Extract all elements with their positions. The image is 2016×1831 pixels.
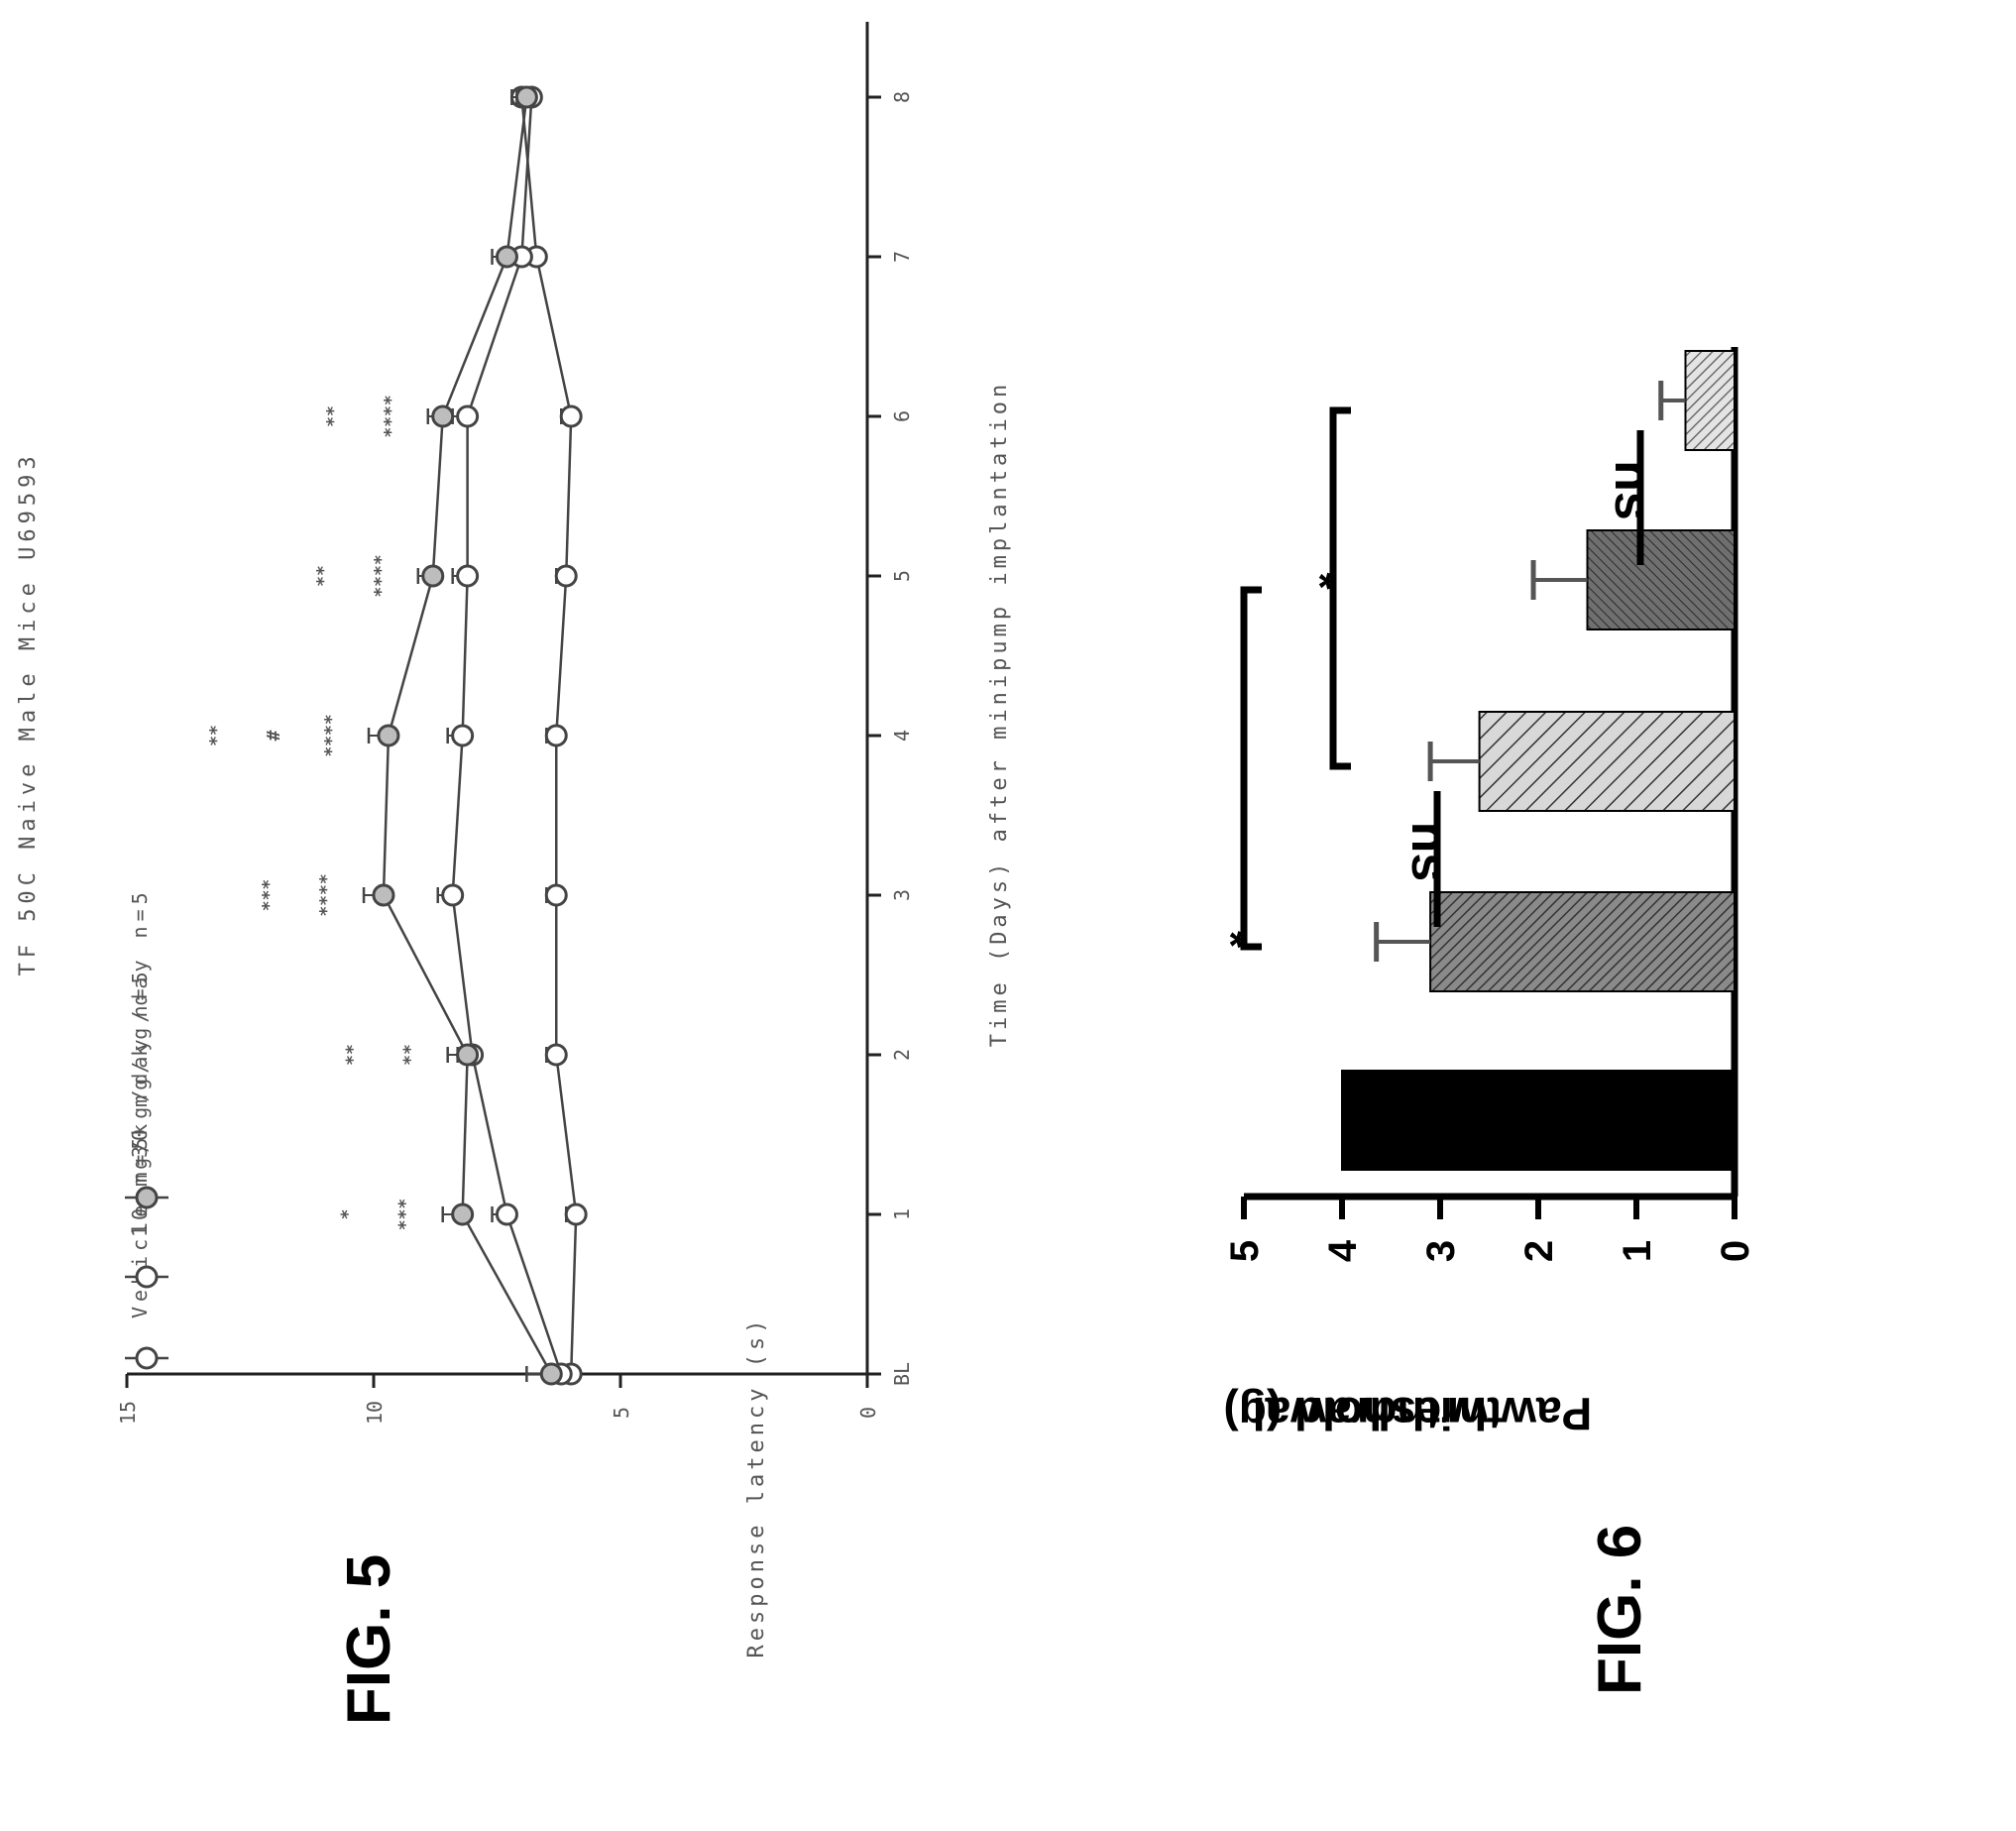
- fig6-significance-label: *: [1206, 931, 1255, 949]
- fig5-point: [451, 1202, 475, 1226]
- fig6-y-tick-label: 2: [1517, 1240, 1561, 1262]
- fig5-annotation: **: [313, 565, 334, 587]
- fig5-point: [495, 245, 518, 269]
- fig6-bar: [1586, 529, 1736, 630]
- fig5-point: [544, 883, 568, 907]
- fig5-point: [421, 564, 445, 588]
- fig5-y-axis-title: Response latency (s): [744, 1316, 769, 1659]
- fig6-y-tick-label: 5: [1223, 1240, 1267, 1262]
- fig5-point: [554, 564, 578, 588]
- fig5-x-tick-label: 4: [890, 730, 914, 742]
- fig5-title: TF 50C Naive Male Mice U69593: [16, 451, 41, 975]
- fig5-annotation: **: [206, 725, 227, 746]
- fig5-point: [451, 724, 475, 747]
- fig5-legend-marker: [135, 1186, 159, 1209]
- fig6-y-tick-label: 3: [1419, 1240, 1463, 1262]
- fig5-x-axis-title: Time (Days) after minipump implantation: [987, 381, 1012, 1048]
- fig5-label: FIG. 5: [335, 1554, 403, 1725]
- fig6-bar: [1429, 891, 1736, 992]
- fig6-y-axis-title-line2: threshold (g): [1223, 1388, 1502, 1439]
- fig6-significance-label: ns: [1400, 822, 1458, 882]
- fig5-point: [559, 404, 583, 428]
- fig5-annotation: #: [264, 730, 284, 741]
- fig5-annotation: ****: [316, 873, 337, 916]
- fig5-annotation: ****: [321, 714, 342, 756]
- fig5-x-tick-label: 7: [890, 251, 914, 263]
- fig5-x-tick-label: 2: [890, 1049, 914, 1061]
- fig5-point: [431, 404, 455, 428]
- fig6-significance-label: ns: [1604, 460, 1661, 520]
- fig5-point: [456, 404, 480, 428]
- fig5-annotation: ***: [395, 1199, 416, 1231]
- fig5-line-chart: 0 5 10 15 BL 1 2 3 4 5 6 7 8 Response latency (s) Time…: [16, 22, 1012, 1658]
- fig5-point: [564, 1202, 588, 1226]
- fig5-point: [514, 85, 538, 109]
- fig5-y-tick-label: 10: [363, 1401, 387, 1425]
- fig5-legend-marker: [135, 1346, 159, 1370]
- fig5-point: [372, 883, 395, 907]
- fig6-y-tick-label: 0: [1714, 1240, 1757, 1262]
- fig5-x-tick-label: 6: [890, 410, 914, 422]
- fig6-bar: [1341, 1070, 1736, 1171]
- fig5-y-tick-label: 5: [610, 1407, 633, 1419]
- fig5-annotation: ****: [371, 554, 392, 597]
- fig5-point: [456, 564, 480, 588]
- fig5-point: [456, 1043, 480, 1067]
- fig6-significance-label: *: [1295, 572, 1344, 590]
- fig5-annotation: **: [343, 1044, 364, 1066]
- fig6-label: FIG. 6: [1586, 1525, 1654, 1695]
- fig5-annotation: ***: [259, 879, 280, 912]
- fig5-point: [495, 1202, 518, 1226]
- fig5-y-tick-label: 0: [856, 1407, 880, 1419]
- fig5-x-tick-label: 5: [890, 570, 914, 582]
- fig5-x-tick-label: 1: [890, 1208, 914, 1220]
- fig6-bar: [1478, 711, 1736, 812]
- fig5-point: [377, 724, 400, 747]
- fig5-x-tick-label: BL: [890, 1362, 914, 1386]
- fig5-point: [441, 883, 465, 907]
- fig6-significance-bracket: [1329, 406, 1351, 770]
- fig5-point: [544, 724, 568, 747]
- fig5-legend-marker: [135, 1265, 159, 1289]
- fig5-x-tick-label: 3: [890, 889, 914, 901]
- fig5-point: [544, 1043, 568, 1067]
- fig6-y-tick-label: 1: [1616, 1240, 1659, 1262]
- fig6-bar: [1684, 350, 1736, 451]
- fig5-x-tick-label: 8: [890, 91, 914, 103]
- fig6-y-tick-label: 4: [1321, 1239, 1365, 1262]
- fig6-significance-bracket: [1240, 586, 1262, 951]
- fig6-y-axis-title-line1: Paw withdrawal: [1253, 1388, 1593, 1439]
- fig5-annotation: **: [400, 1044, 421, 1066]
- fig5-y-tick-label: 15: [116, 1401, 140, 1425]
- fig5-point: [539, 1362, 563, 1386]
- fig5-annotation: **: [323, 405, 344, 427]
- fig5-annotation: ****: [381, 395, 401, 437]
- fig5-annotation: *: [338, 1209, 359, 1220]
- fig5-legend-label: 30 mg/kg/day n=5: [128, 887, 152, 1158]
